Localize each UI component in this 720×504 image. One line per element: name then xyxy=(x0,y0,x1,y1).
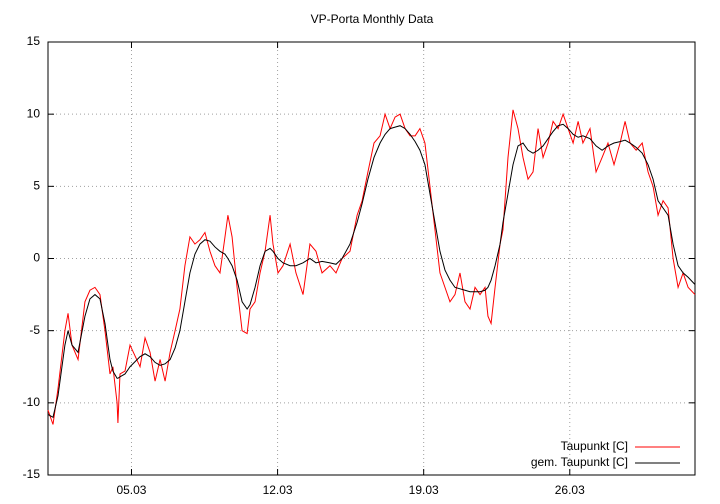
x-tick-label: 26.03 xyxy=(555,483,585,497)
y-tick-label: -15 xyxy=(23,467,41,481)
y-tick-label: 0 xyxy=(33,251,40,265)
plot-border xyxy=(47,41,696,476)
y-tick-label: -10 xyxy=(23,395,41,409)
x-tick-label: 19.03 xyxy=(409,483,439,497)
y-tick-label: 15 xyxy=(27,34,41,48)
y-tick-label: -5 xyxy=(29,323,40,337)
series-line xyxy=(47,123,696,419)
y-tick-label: 5 xyxy=(33,179,40,193)
legend-label: gem. Taupunkt [C] xyxy=(531,455,628,469)
chart-title: VP-Porta Monthly Data xyxy=(311,12,434,26)
x-tick-label: 12.03 xyxy=(263,483,293,497)
legend-label: Taupunkt [C] xyxy=(561,439,628,453)
x-tick-label: 05.03 xyxy=(116,483,146,497)
y-tick-label: 10 xyxy=(27,106,41,120)
series-line xyxy=(47,109,696,425)
